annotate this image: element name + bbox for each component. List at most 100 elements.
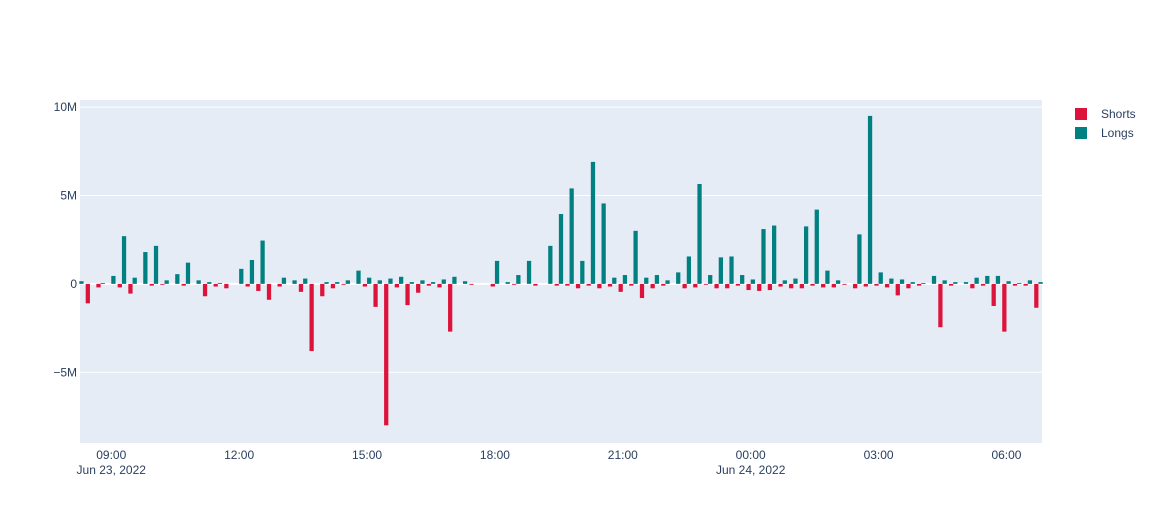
shorts-bar[interactable] [948, 283, 954, 286]
longs-bar[interactable] [430, 282, 436, 284]
longs-bar[interactable] [462, 281, 468, 284]
shorts-bar[interactable] [746, 283, 751, 291]
longs-bar[interactable] [516, 275, 521, 284]
shorts-bar[interactable] [831, 283, 836, 288]
shorts-bar[interactable] [96, 283, 101, 288]
shorts-bar[interactable] [725, 283, 730, 289]
shorts-bar[interactable] [586, 283, 591, 286]
shorts-bar[interactable] [213, 283, 218, 287]
shorts-bar[interactable] [1002, 283, 1007, 332]
longs-bar[interactable] [622, 275, 628, 284]
longs-bar[interactable] [345, 280, 350, 284]
shorts-bar[interactable] [618, 283, 623, 292]
longs-bar[interactable] [633, 230, 638, 284]
longs-bar[interactable] [899, 279, 905, 284]
longs-bar[interactable] [303, 278, 308, 284]
shorts-bar[interactable] [810, 283, 815, 286]
longs-bar[interactable] [1038, 282, 1043, 284]
shorts-bar[interactable] [767, 283, 773, 291]
shorts-bar[interactable] [298, 283, 304, 292]
shorts-bar[interactable] [895, 283, 900, 296]
shorts-bar[interactable] [181, 283, 186, 286]
longs-bar[interactable] [260, 240, 265, 284]
longs-bar[interactable] [569, 188, 574, 284]
longs-bar[interactable] [995, 275, 1001, 284]
longs-bar[interactable] [1006, 281, 1011, 284]
longs-bar[interactable] [388, 278, 393, 284]
longs-bar[interactable] [953, 282, 958, 284]
shorts-bar[interactable] [629, 283, 634, 286]
longs-bar[interactable] [601, 203, 606, 284]
longs-bar[interactable] [612, 277, 617, 284]
longs-bar[interactable] [729, 256, 734, 284]
shorts-bar[interactable] [437, 283, 442, 288]
longs-bar[interactable] [377, 280, 382, 284]
longs-bar[interactable] [335, 282, 340, 284]
shorts-bar[interactable] [469, 283, 474, 285]
shorts-bar[interactable] [639, 283, 645, 299]
longs-bar[interactable] [590, 161, 596, 284]
shorts-bar[interactable] [991, 283, 996, 306]
longs-bar[interactable] [153, 245, 159, 284]
shorts-bar[interactable] [341, 283, 346, 285]
longs-bar[interactable] [803, 226, 809, 284]
shorts-bar[interactable] [256, 283, 261, 291]
longs-bar[interactable] [761, 229, 766, 284]
longs-bar[interactable] [217, 282, 223, 284]
longs-bar[interactable] [399, 276, 404, 284]
longs-bar[interactable] [676, 272, 681, 284]
longs-bar[interactable] [409, 282, 414, 284]
shorts-bar[interactable] [565, 283, 570, 286]
longs-bar[interactable] [718, 257, 723, 284]
longs-bar[interactable] [814, 209, 819, 284]
shorts-bar[interactable] [980, 283, 986, 286]
shorts-bar[interactable] [373, 283, 378, 307]
shorts-bar[interactable] [853, 283, 858, 289]
longs-bar[interactable] [324, 282, 329, 284]
longs-bar[interactable] [857, 234, 862, 284]
shorts-bar[interactable] [149, 283, 154, 286]
longs-bar[interactable] [878, 272, 883, 284]
longs-bar[interactable] [931, 275, 937, 284]
shorts-bar[interactable] [650, 283, 655, 289]
longs-bar[interactable] [420, 280, 425, 284]
longs-bar[interactable] [494, 260, 500, 284]
shorts-bar[interactable] [511, 283, 517, 285]
longs-bar[interactable] [452, 276, 457, 284]
longs-bar[interactable] [292, 280, 297, 284]
shorts-bar[interactable] [661, 283, 666, 286]
longs-bar[interactable] [750, 279, 755, 284]
longs-bar[interactable] [782, 280, 787, 284]
shorts-bar[interactable] [821, 283, 826, 288]
longs-bar[interactable] [1027, 280, 1033, 284]
shorts-bar[interactable] [757, 283, 762, 291]
shorts-bar[interactable] [842, 283, 847, 285]
longs-bar[interactable] [175, 274, 180, 284]
longs-bar[interactable] [356, 270, 361, 284]
longs-bar[interactable] [697, 183, 702, 284]
shorts-bar[interactable] [799, 283, 804, 289]
shorts-bar[interactable] [426, 283, 431, 286]
longs-bar[interactable] [985, 275, 990, 284]
longs-bar[interactable] [281, 277, 287, 284]
longs-bar[interactable] [196, 280, 201, 284]
shorts-bar[interactable] [714, 283, 719, 289]
longs-bar[interactable] [239, 268, 244, 284]
longs-bar[interactable] [942, 280, 947, 284]
longs-bar[interactable] [708, 275, 713, 284]
shorts-bar[interactable] [1023, 283, 1028, 286]
longs-bar[interactable] [654, 275, 660, 284]
shorts-bar[interactable] [85, 283, 90, 304]
shorts-bar[interactable] [1012, 283, 1018, 286]
longs-bar[interactable] [185, 262, 191, 284]
shorts-bar[interactable] [863, 283, 868, 287]
shorts-bar[interactable] [362, 283, 368, 287]
shorts-bar[interactable] [693, 283, 698, 288]
shorts-bar[interactable] [874, 283, 879, 286]
longs-bar[interactable] [548, 245, 553, 284]
shorts-bar[interactable] [309, 283, 314, 352]
shorts-bar[interactable] [533, 283, 538, 286]
longs-bar[interactable] [441, 279, 446, 284]
longs-bar[interactable] [143, 252, 148, 284]
shorts-bar[interactable] [448, 283, 453, 332]
